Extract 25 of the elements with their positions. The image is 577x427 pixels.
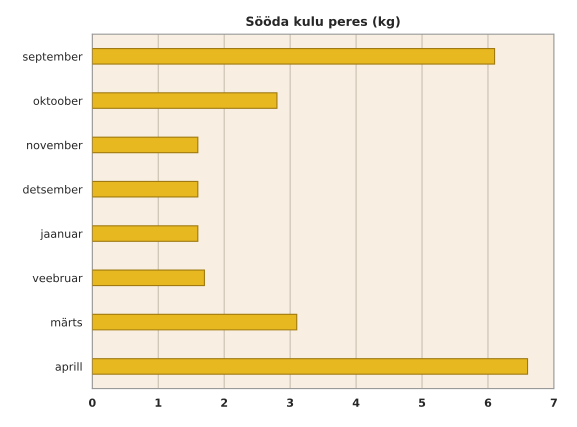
x-tick-label: 7 xyxy=(550,398,557,407)
chart-title: Sööda kulu peres (kg) xyxy=(246,16,400,29)
bar xyxy=(92,358,528,375)
x-tick-label: 3 xyxy=(287,398,294,407)
y-tick-label: detsember xyxy=(23,184,83,194)
bar xyxy=(92,180,198,198)
bar xyxy=(92,225,198,242)
x-tick-label: 4 xyxy=(352,398,360,407)
y-tick-label: september xyxy=(23,52,83,63)
bar xyxy=(92,48,496,65)
y-tick-label: veebruar xyxy=(32,274,83,282)
y-tick-label: oktoober xyxy=(34,96,83,105)
x-tick-label: 2 xyxy=(221,398,228,407)
x-tick-label: 5 xyxy=(419,398,426,407)
y-tick-label: aprill xyxy=(56,362,82,373)
bar xyxy=(92,136,198,154)
y-tick-label: november xyxy=(27,140,83,150)
y-tick-label: märts xyxy=(51,318,82,326)
x-tick-label: 6 xyxy=(484,398,492,407)
bar xyxy=(92,270,205,286)
bar xyxy=(92,92,278,109)
y-tick-label: jaanuar xyxy=(40,229,83,240)
x-tick-label: 0 xyxy=(88,398,96,407)
bar xyxy=(92,314,298,330)
x-tick-label: 1 xyxy=(156,398,162,407)
